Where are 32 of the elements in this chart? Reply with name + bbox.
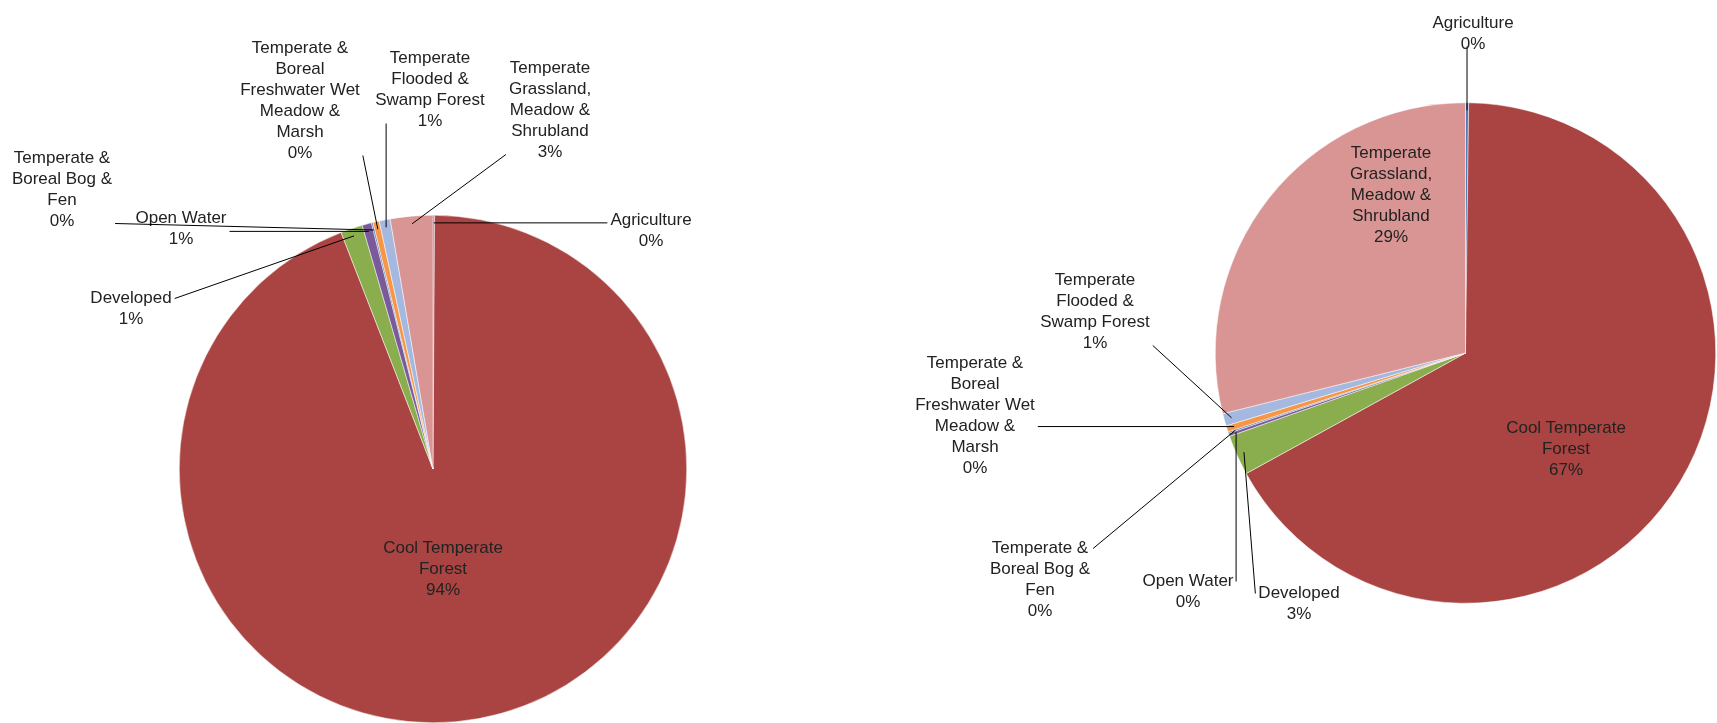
data-label: 94% xyxy=(425,580,461,600)
slice-label: Open Water xyxy=(135,208,227,228)
slice-label: Temperate Grassland, Meadow & Shrubland xyxy=(508,58,592,141)
data-label: 0% xyxy=(1460,34,1486,54)
data-label: 0% xyxy=(638,231,664,251)
slice-label: Agriculture xyxy=(610,210,692,230)
slice-label: Temperate Grassland, Meadow & Shrubland xyxy=(1349,143,1433,226)
data-label: 1% xyxy=(168,229,194,249)
slice-label: Developed xyxy=(1258,583,1340,603)
slice-label: Temperate Flooded & Swamp Forest xyxy=(375,48,486,110)
slice-label: Temperate & Boreal Freshwater Wet Meadow & Marsh xyxy=(240,38,361,142)
data-label: 0% xyxy=(287,143,313,163)
data-label: 3% xyxy=(537,142,563,162)
data-label: 3% xyxy=(1286,604,1312,624)
data-label: 67% xyxy=(1548,460,1584,480)
slice-label: Temperate & Boreal Bog & Fen xyxy=(11,148,113,210)
slice-label: Temperate & Boreal Bog & Fen xyxy=(989,538,1091,600)
slice-label: Developed xyxy=(90,288,172,308)
data-label: 0% xyxy=(49,211,75,231)
slice-label: Temperate Flooded & Swamp Forest xyxy=(1040,270,1151,332)
data-label: 29% xyxy=(1373,227,1409,247)
slice-label: Agriculture xyxy=(1432,13,1514,33)
slice-label: Temperate & Boreal Freshwater Wet Meadow & Marsh xyxy=(915,353,1036,457)
slice-label: Cool Temperate Forest xyxy=(383,538,503,579)
data-label: 1% xyxy=(1082,333,1108,353)
data-label: 0% xyxy=(1027,601,1053,621)
data-label: 1% xyxy=(417,111,443,131)
data-label: 0% xyxy=(1175,592,1201,612)
data-label: 0% xyxy=(962,458,988,478)
slice-label: Cool Temperate Forest xyxy=(1506,418,1626,459)
slice-label: Open Water xyxy=(1142,571,1234,591)
data-label: 1% xyxy=(118,309,144,329)
